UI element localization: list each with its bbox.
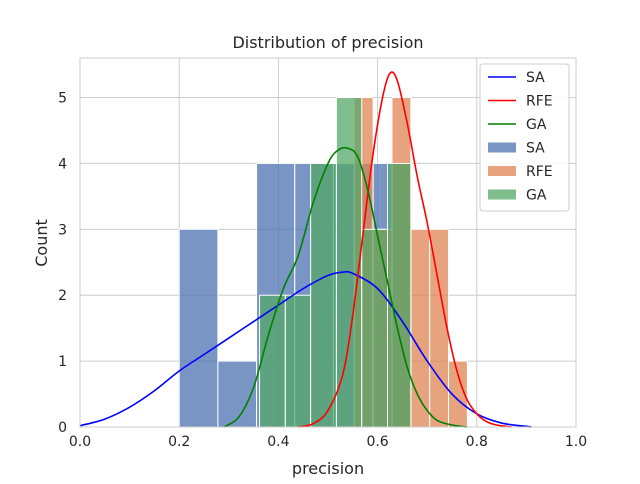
plot-frame [79,57,577,428]
kde-curves [79,71,532,428]
x-tick-label: 0.0 [69,434,91,450]
hist-bar-rfe [410,228,431,428]
kde-line-ga [223,146,467,428]
histogram-bars [178,97,468,428]
hist-bar-ga [310,162,337,428]
legend-patch-swatch [488,142,516,153]
x-tick-label: 0.4 [267,434,289,450]
y-tick-label: 4 [58,156,67,172]
y-tick-label: 0 [58,420,67,436]
hist-bar-ga [284,294,312,428]
legend-label: RFE [526,164,553,180]
legend-label: SA [526,70,545,86]
axis-ticks: 0.0 0.2 0.4 0.6 0.8 1.0 0 1 2 3 4 5 [58,91,587,450]
y-axis-label: Count [32,219,51,267]
legend-patch-swatch [488,166,516,176]
x-axis-label: precision [292,459,364,478]
hist-bar-ga [361,228,389,428]
hist-bar-ga [335,97,363,428]
y-tick-label: 1 [58,354,67,370]
legend-box [479,63,570,212]
y-tick-label: 3 [58,222,67,238]
legend-label: SA [526,141,545,157]
kde-line-rfe [298,71,512,428]
legend-label: GA [526,188,547,204]
y-tick-label: 5 [58,91,67,107]
chart-title: Distribution of precision [232,33,423,52]
hist-bar-sa [178,228,219,428]
legend-label: RFE [526,94,553,110]
x-tick-label: 1.0 [565,434,587,450]
x-tick-label: 0.2 [168,434,190,450]
hist-bar-ga [259,294,286,428]
y-tick-label: 2 [58,288,67,304]
legend-patch-swatch [488,189,516,200]
x-tick-label: 0.6 [366,434,388,450]
hist-bar-rfe [429,228,450,428]
x-tick-label: 0.8 [466,434,488,450]
kde-line-sa [79,270,532,428]
legend: SA RFE GA SA RFE GA [479,63,570,212]
legend-label: GA [526,117,547,133]
